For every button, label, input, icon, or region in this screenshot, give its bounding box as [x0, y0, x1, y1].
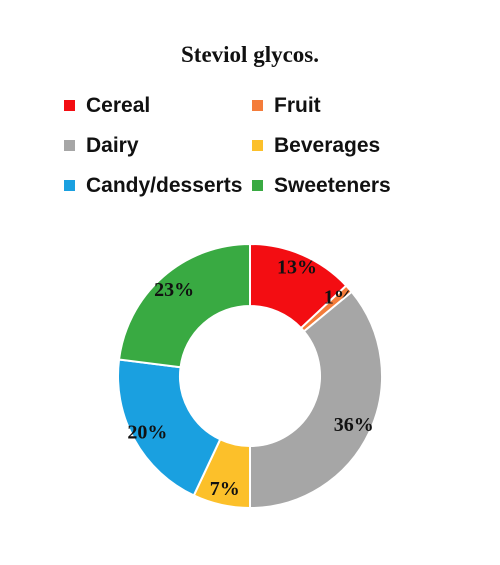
- legend-swatch-beverages: [252, 140, 263, 151]
- legend-label-sweeteners: Sweeteners: [274, 173, 391, 197]
- data-label-candy-desserts: 20%: [127, 421, 167, 443]
- legend-label-dairy: Dairy: [86, 133, 139, 157]
- slice-sweeteners: [117, 242, 251, 369]
- legend-label-candy-desserts: Candy/desserts: [86, 173, 243, 197]
- legend-swatch-sweeteners: [252, 180, 263, 191]
- legend-swatch-dairy: [64, 140, 75, 151]
- legend-label-fruit: Fruit: [274, 93, 321, 117]
- chart-legend: Cereal Fruit Dairy Beverages Candy/desse…: [56, 88, 436, 203]
- slice-dairy: [249, 290, 383, 510]
- data-label-dairy: 36%: [334, 414, 374, 436]
- legend-swatch-fruit: [252, 100, 263, 111]
- legend-item-beverages: Beverages: [244, 128, 434, 163]
- legend-item-dairy: Dairy: [56, 128, 244, 163]
- chart-title: Steviol glycos.: [181, 42, 319, 67]
- legend-swatch-candy-desserts: [64, 180, 75, 191]
- data-label-cereal: 13%: [277, 256, 317, 278]
- legend-label-beverages: Beverages: [274, 133, 381, 157]
- legend-item-cereal: Cereal: [56, 88, 244, 123]
- legend-item-fruit: Fruit: [244, 88, 434, 123]
- legend-swatch-cereal: [64, 100, 75, 111]
- legend-item-sweeteners: Sweeteners: [244, 168, 434, 203]
- slice-candy-desserts: [117, 358, 222, 497]
- data-label-sweeteners: 23%: [154, 279, 194, 301]
- legend-item-candy-desserts: Candy/desserts: [56, 168, 244, 203]
- legend-label-cereal: Cereal: [86, 93, 151, 117]
- data-label-beverages: 7%: [210, 478, 240, 500]
